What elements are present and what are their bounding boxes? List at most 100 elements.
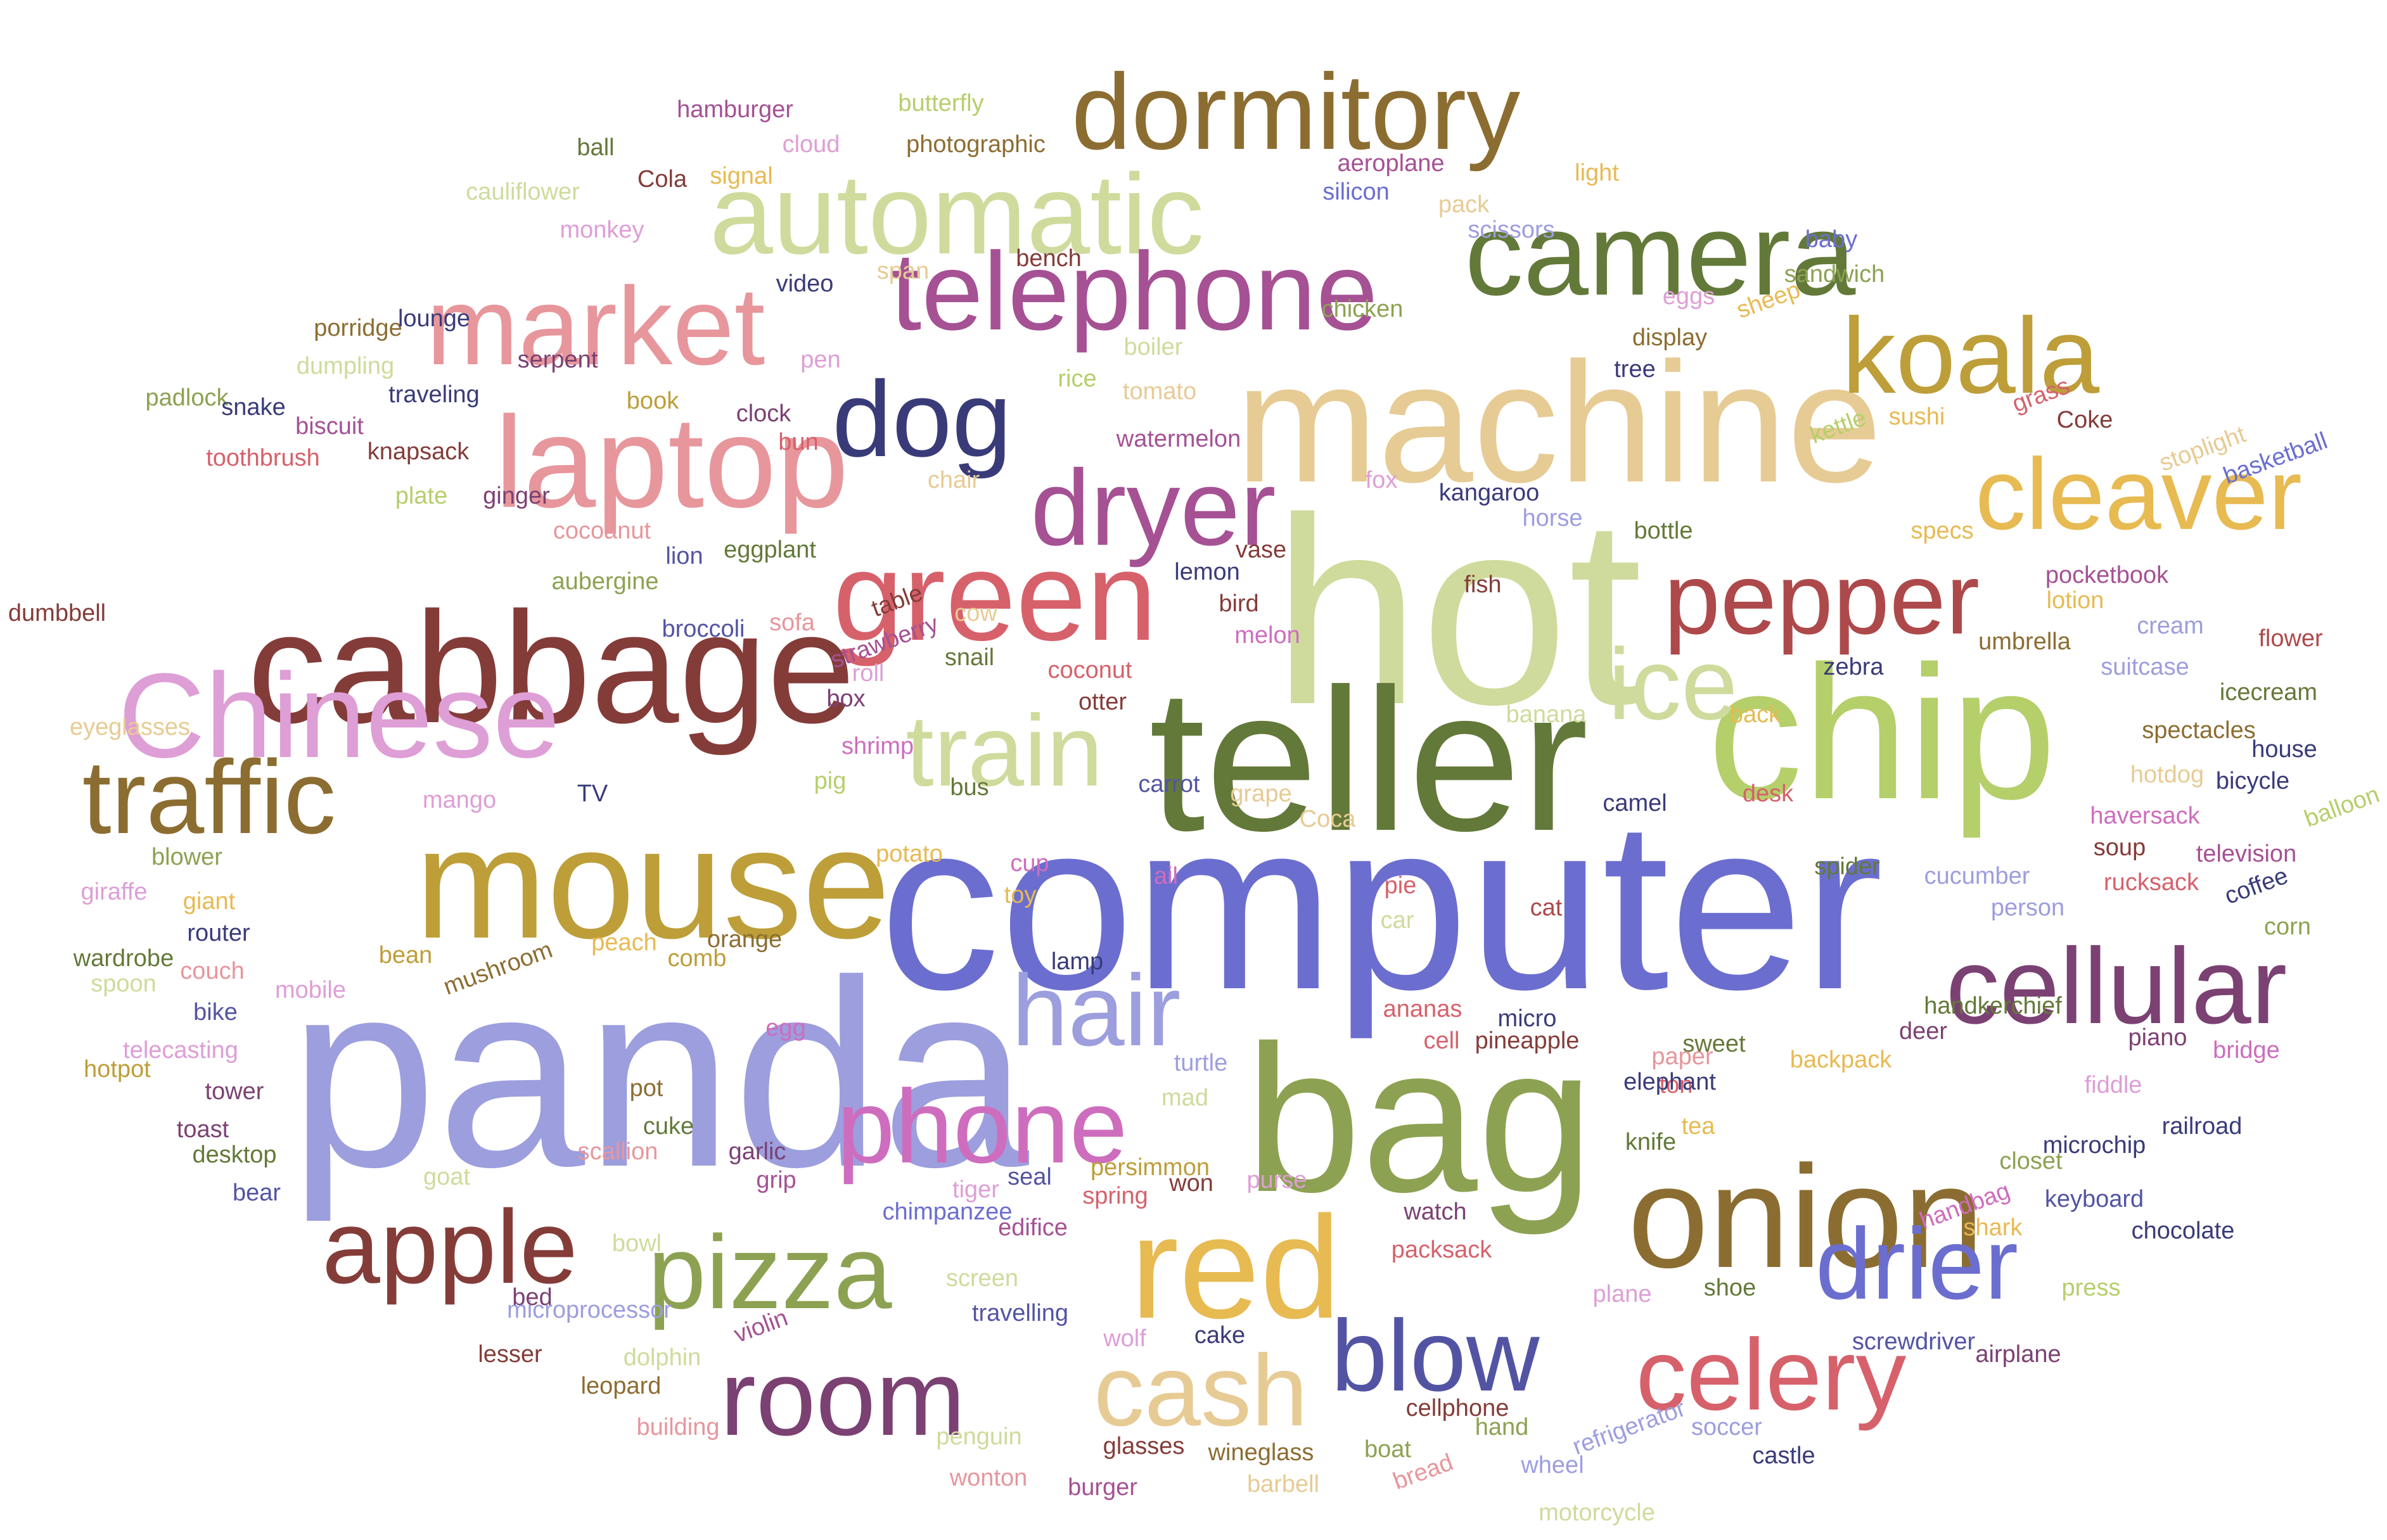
word-cola: Cola: [637, 166, 688, 193]
word-cash: cash: [1094, 1333, 1308, 1447]
word-comb: comb: [668, 945, 727, 972]
word-wolf: wolf: [1103, 1325, 1146, 1352]
word-silicon: silicon: [1322, 179, 1390, 205]
word-coca: Coca: [1300, 806, 1357, 832]
word-cauliflower: cauliflower: [466, 179, 580, 205]
word-hand: hand: [1475, 1414, 1529, 1441]
word-cucumber: cucumber: [1924, 863, 2030, 889]
word-micro: micro: [1498, 1005, 1557, 1032]
word-mobile: mobile: [275, 977, 346, 1003]
word-corn: corn: [2264, 913, 2311, 940]
word-giant: giant: [183, 888, 236, 915]
word-roll: roll: [852, 660, 885, 687]
word-melon: melon: [1234, 622, 1300, 649]
word-fish: fish: [1464, 571, 1501, 598]
word-garlic: garlic: [729, 1138, 786, 1165]
word-handkerchief: handkerchief: [1924, 993, 2062, 1019]
word-television: television: [2196, 841, 2296, 867]
word-balloon: balloon: [2301, 781, 2383, 832]
word-book: book: [627, 388, 679, 414]
word-bear: bear: [233, 1180, 281, 1206]
word-screen: screen: [946, 1265, 1018, 1292]
word-automatic: automatic: [710, 151, 1204, 278]
word-glasses: glasses: [1103, 1433, 1185, 1460]
word-toy: toy: [1004, 882, 1037, 908]
word-elephant: elephant: [1623, 1069, 1716, 1095]
word-snake: snake: [221, 394, 285, 421]
word-banana: banana: [1506, 701, 1587, 728]
word-chimpanzee: chimpanzee: [883, 1199, 1013, 1225]
word-koala: koala: [1842, 296, 2100, 416]
word-onion: onion: [1628, 1135, 1985, 1298]
word-photographic: photographic: [906, 131, 1046, 158]
word-pen: pen: [800, 347, 840, 373]
word-porridge: porridge: [314, 315, 402, 341]
word-chinese: Chinese: [118, 649, 560, 783]
word-tiger: tiger: [952, 1176, 999, 1203]
word-purse: purse: [1246, 1167, 1307, 1193]
word-cake: cake: [1194, 1322, 1245, 1349]
word-tree: tree: [1614, 356, 1655, 383]
word-wardrobe: wardrobe: [73, 945, 174, 972]
word-pocketbook: pocketbook: [2045, 562, 2169, 589]
word-panda: panda: [289, 926, 1031, 1224]
word-umbrella: umbrella: [1978, 628, 2071, 655]
word-plane: plane: [1593, 1281, 1652, 1308]
word-chicken: chicken: [1322, 296, 1404, 322]
word-cleaver: cleaver: [1975, 437, 2302, 550]
word-celery: celery: [1636, 1318, 1907, 1431]
word-bag: bag: [1245, 1002, 1594, 1237]
word-apple: apple: [322, 1188, 578, 1305]
word-hot: hot: [1272, 463, 1643, 760]
word-giraffe: giraffe: [81, 879, 148, 905]
word-ton: ton: [1660, 1072, 1693, 1098]
word-eggs: eggs: [1663, 283, 1715, 310]
word-aubergine: aubergine: [551, 568, 658, 595]
word-chip: chip: [1708, 626, 2056, 840]
word-hair: hair: [1012, 953, 1181, 1067]
word-lemon: lemon: [1174, 559, 1240, 585]
word-sushi: sushi: [1889, 404, 1945, 430]
word-bun: bun: [778, 429, 818, 455]
word-ail: ail: [1154, 863, 1178, 889]
word-paper: paper: [1651, 1043, 1713, 1070]
word-knife: knife: [1625, 1129, 1676, 1155]
word-carrot: carrot: [1138, 771, 1200, 798]
word-grape: grape: [1230, 780, 1291, 807]
word-spider: spider: [1814, 853, 1880, 880]
word-bike: bike: [193, 999, 238, 1026]
word-back: back: [1730, 701, 1781, 728]
word-eggplant: eggplant: [724, 537, 816, 563]
word-serpent: serpent: [518, 347, 598, 373]
word-couch: couch: [180, 958, 244, 984]
word-microchip: microchip: [2043, 1132, 2146, 1159]
word-train: train: [906, 694, 1103, 807]
word-specs: specs: [1910, 518, 1973, 544]
word-ice: ice: [1608, 627, 1738, 741]
word-spectacles: spectacles: [2142, 717, 2256, 744]
word-hotdog: hotdog: [2130, 761, 2204, 788]
word-soup: soup: [2094, 834, 2146, 861]
word-video: video: [776, 270, 834, 297]
word-won: won: [1168, 1170, 1213, 1197]
word-dumpling: dumpling: [297, 353, 394, 379]
word-aeroplane: aeroplane: [1337, 150, 1444, 177]
word-motorcycle: motorcycle: [1539, 1499, 1655, 1526]
word-pig: pig: [814, 768, 847, 794]
word-coke: Coke: [2057, 407, 2113, 433]
word-closet: closet: [1999, 1148, 2063, 1174]
word-display: display: [1632, 324, 1707, 351]
word-monkey: monkey: [560, 217, 644, 243]
word-pack: pack: [1438, 191, 1490, 218]
word-coconut: coconut: [1047, 657, 1132, 684]
word-vase: vase: [1236, 537, 1286, 563]
word-bicycle: bicycle: [2216, 768, 2289, 794]
word-traveling: traveling: [388, 381, 480, 408]
word-pie: pie: [1385, 872, 1417, 899]
word-mouse: mouse: [415, 794, 890, 971]
word-car: car: [1381, 907, 1414, 934]
word-railroad: railroad: [2162, 1113, 2243, 1140]
word-span: span: [877, 258, 929, 284]
word-suitcase: suitcase: [2101, 654, 2189, 680]
